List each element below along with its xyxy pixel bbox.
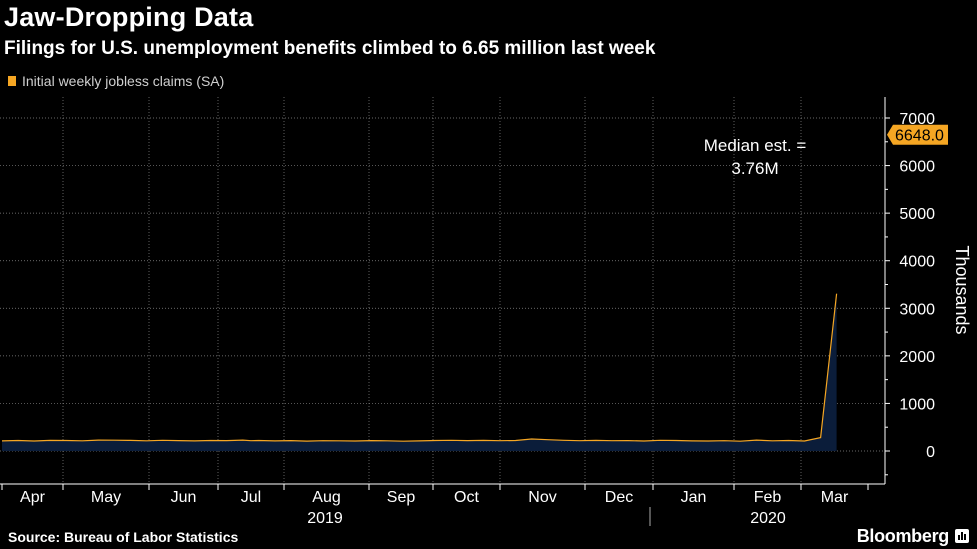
y-tick-label: 5000	[899, 206, 935, 223]
series-line	[1, 293, 838, 442]
annotation-line-1: Median est. =	[704, 136, 807, 155]
x-month-label: Jan	[681, 489, 707, 506]
y-tick-label: 6000	[899, 159, 935, 176]
legend: Initial weekly jobless claims (SA)	[8, 73, 224, 89]
x-year-label: 2020	[750, 510, 786, 527]
y-tick-label: 2000	[899, 349, 935, 366]
y-tick-label: 3000	[899, 301, 935, 318]
y-axis-title: Thousands	[952, 245, 972, 334]
last-value-badge	[887, 124, 948, 145]
x-month-label: May	[91, 489, 121, 506]
y-tick-label: 7000	[899, 111, 935, 128]
x-month-label: Mar	[821, 489, 849, 506]
x-month-label: Apr	[20, 489, 46, 506]
x-month-label: Nov	[528, 489, 556, 506]
bloomberg-logo: Bloomberg	[856, 526, 950, 546]
y-tick-label: 0	[926, 444, 935, 461]
legend-swatch	[8, 76, 16, 86]
chart-subtitle: Filings for U.S. unemployment benefits c…	[4, 38, 656, 59]
x-month-label: Feb	[754, 489, 782, 506]
x-year-label: 2019	[307, 510, 343, 527]
x-month-label: Jun	[171, 489, 197, 506]
bloomberg-icon	[955, 529, 969, 543]
y-tick-label: 1000	[899, 396, 935, 413]
y-tick-label: 4000	[899, 254, 935, 271]
x-month-label: Sep	[387, 489, 416, 506]
x-month-label: Aug	[312, 489, 340, 506]
x-month-label: Jul	[241, 489, 261, 506]
chart-title: Jaw-Dropping Data	[4, 2, 254, 32]
legend-label: Initial weekly jobless claims (SA)	[22, 73, 225, 89]
annotation-line-2: 3.76M	[731, 159, 778, 178]
x-month-label: Oct	[454, 489, 479, 506]
series-area	[2, 293, 837, 451]
source-note: Source: Bureau of Labor Statistics	[8, 529, 239, 545]
x-month-label: Dec	[605, 489, 633, 506]
last-value-label: 6648.0	[895, 128, 944, 145]
